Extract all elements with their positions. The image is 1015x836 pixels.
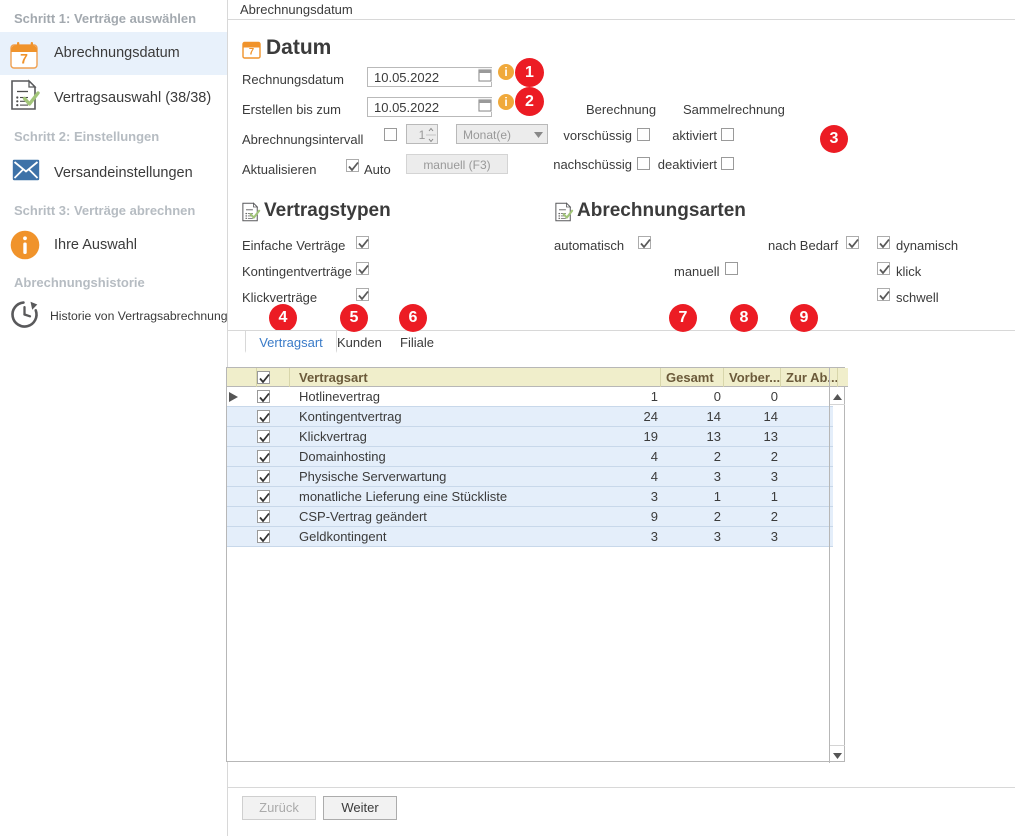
svg-text:7: 7 (249, 46, 254, 57)
svg-text:7: 7 (20, 51, 28, 67)
